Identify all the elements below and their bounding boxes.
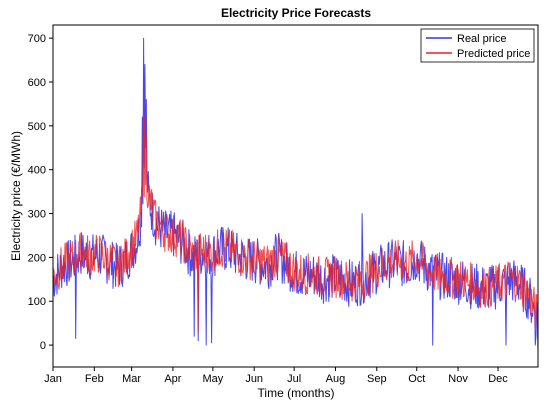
- y-tick-label: 700: [28, 33, 46, 45]
- series-line-real-price: [52, 37, 539, 346]
- series-line-predicted-price: [52, 99, 539, 352]
- x-tick-label: Jun: [245, 373, 263, 385]
- x-tick-label: Sep: [367, 373, 387, 385]
- x-axis: Jan Feb Mar Apr May Jun Jul Aug Sep Oct Nov Dec: [44, 367, 508, 385]
- y-axis: 0 100 200 300 400 500 600 700: [28, 33, 53, 352]
- x-tick-label: Feb: [85, 373, 104, 385]
- x-tick-label: Oct: [408, 373, 425, 385]
- y-tick-label: 500: [28, 121, 46, 133]
- legend-label: Real price: [457, 33, 507, 45]
- x-tick-label: May: [202, 373, 223, 385]
- y-axis-title: Electricity price (€/MWh): [9, 131, 23, 261]
- x-tick-label: Dec: [488, 373, 508, 385]
- legend-box: [420, 28, 535, 63]
- legend: Real price Predicted price: [420, 28, 535, 63]
- y-tick-label: 0: [40, 340, 46, 352]
- x-tick-label: Mar: [122, 373, 141, 385]
- plot-frame: [52, 24, 539, 368]
- x-tick-label: Nov: [448, 373, 468, 385]
- chart-title: Electricity Price Forecasts: [221, 6, 371, 20]
- x-tick-label: Apr: [164, 373, 181, 385]
- y-tick-label: 100: [28, 296, 46, 308]
- x-tick-label: Aug: [326, 373, 346, 385]
- x-tick-label: Jul: [287, 373, 301, 385]
- x-tick-label: Jan: [44, 373, 62, 385]
- y-tick-label: 600: [28, 77, 46, 89]
- y-tick-label: 300: [28, 209, 46, 221]
- x-axis-title: Time (months): [258, 386, 335, 400]
- series-layer: [52, 37, 539, 352]
- y-tick-label: 200: [28, 252, 46, 264]
- y-tick-label: 400: [28, 165, 46, 177]
- legend-label: Predicted price: [457, 48, 530, 60]
